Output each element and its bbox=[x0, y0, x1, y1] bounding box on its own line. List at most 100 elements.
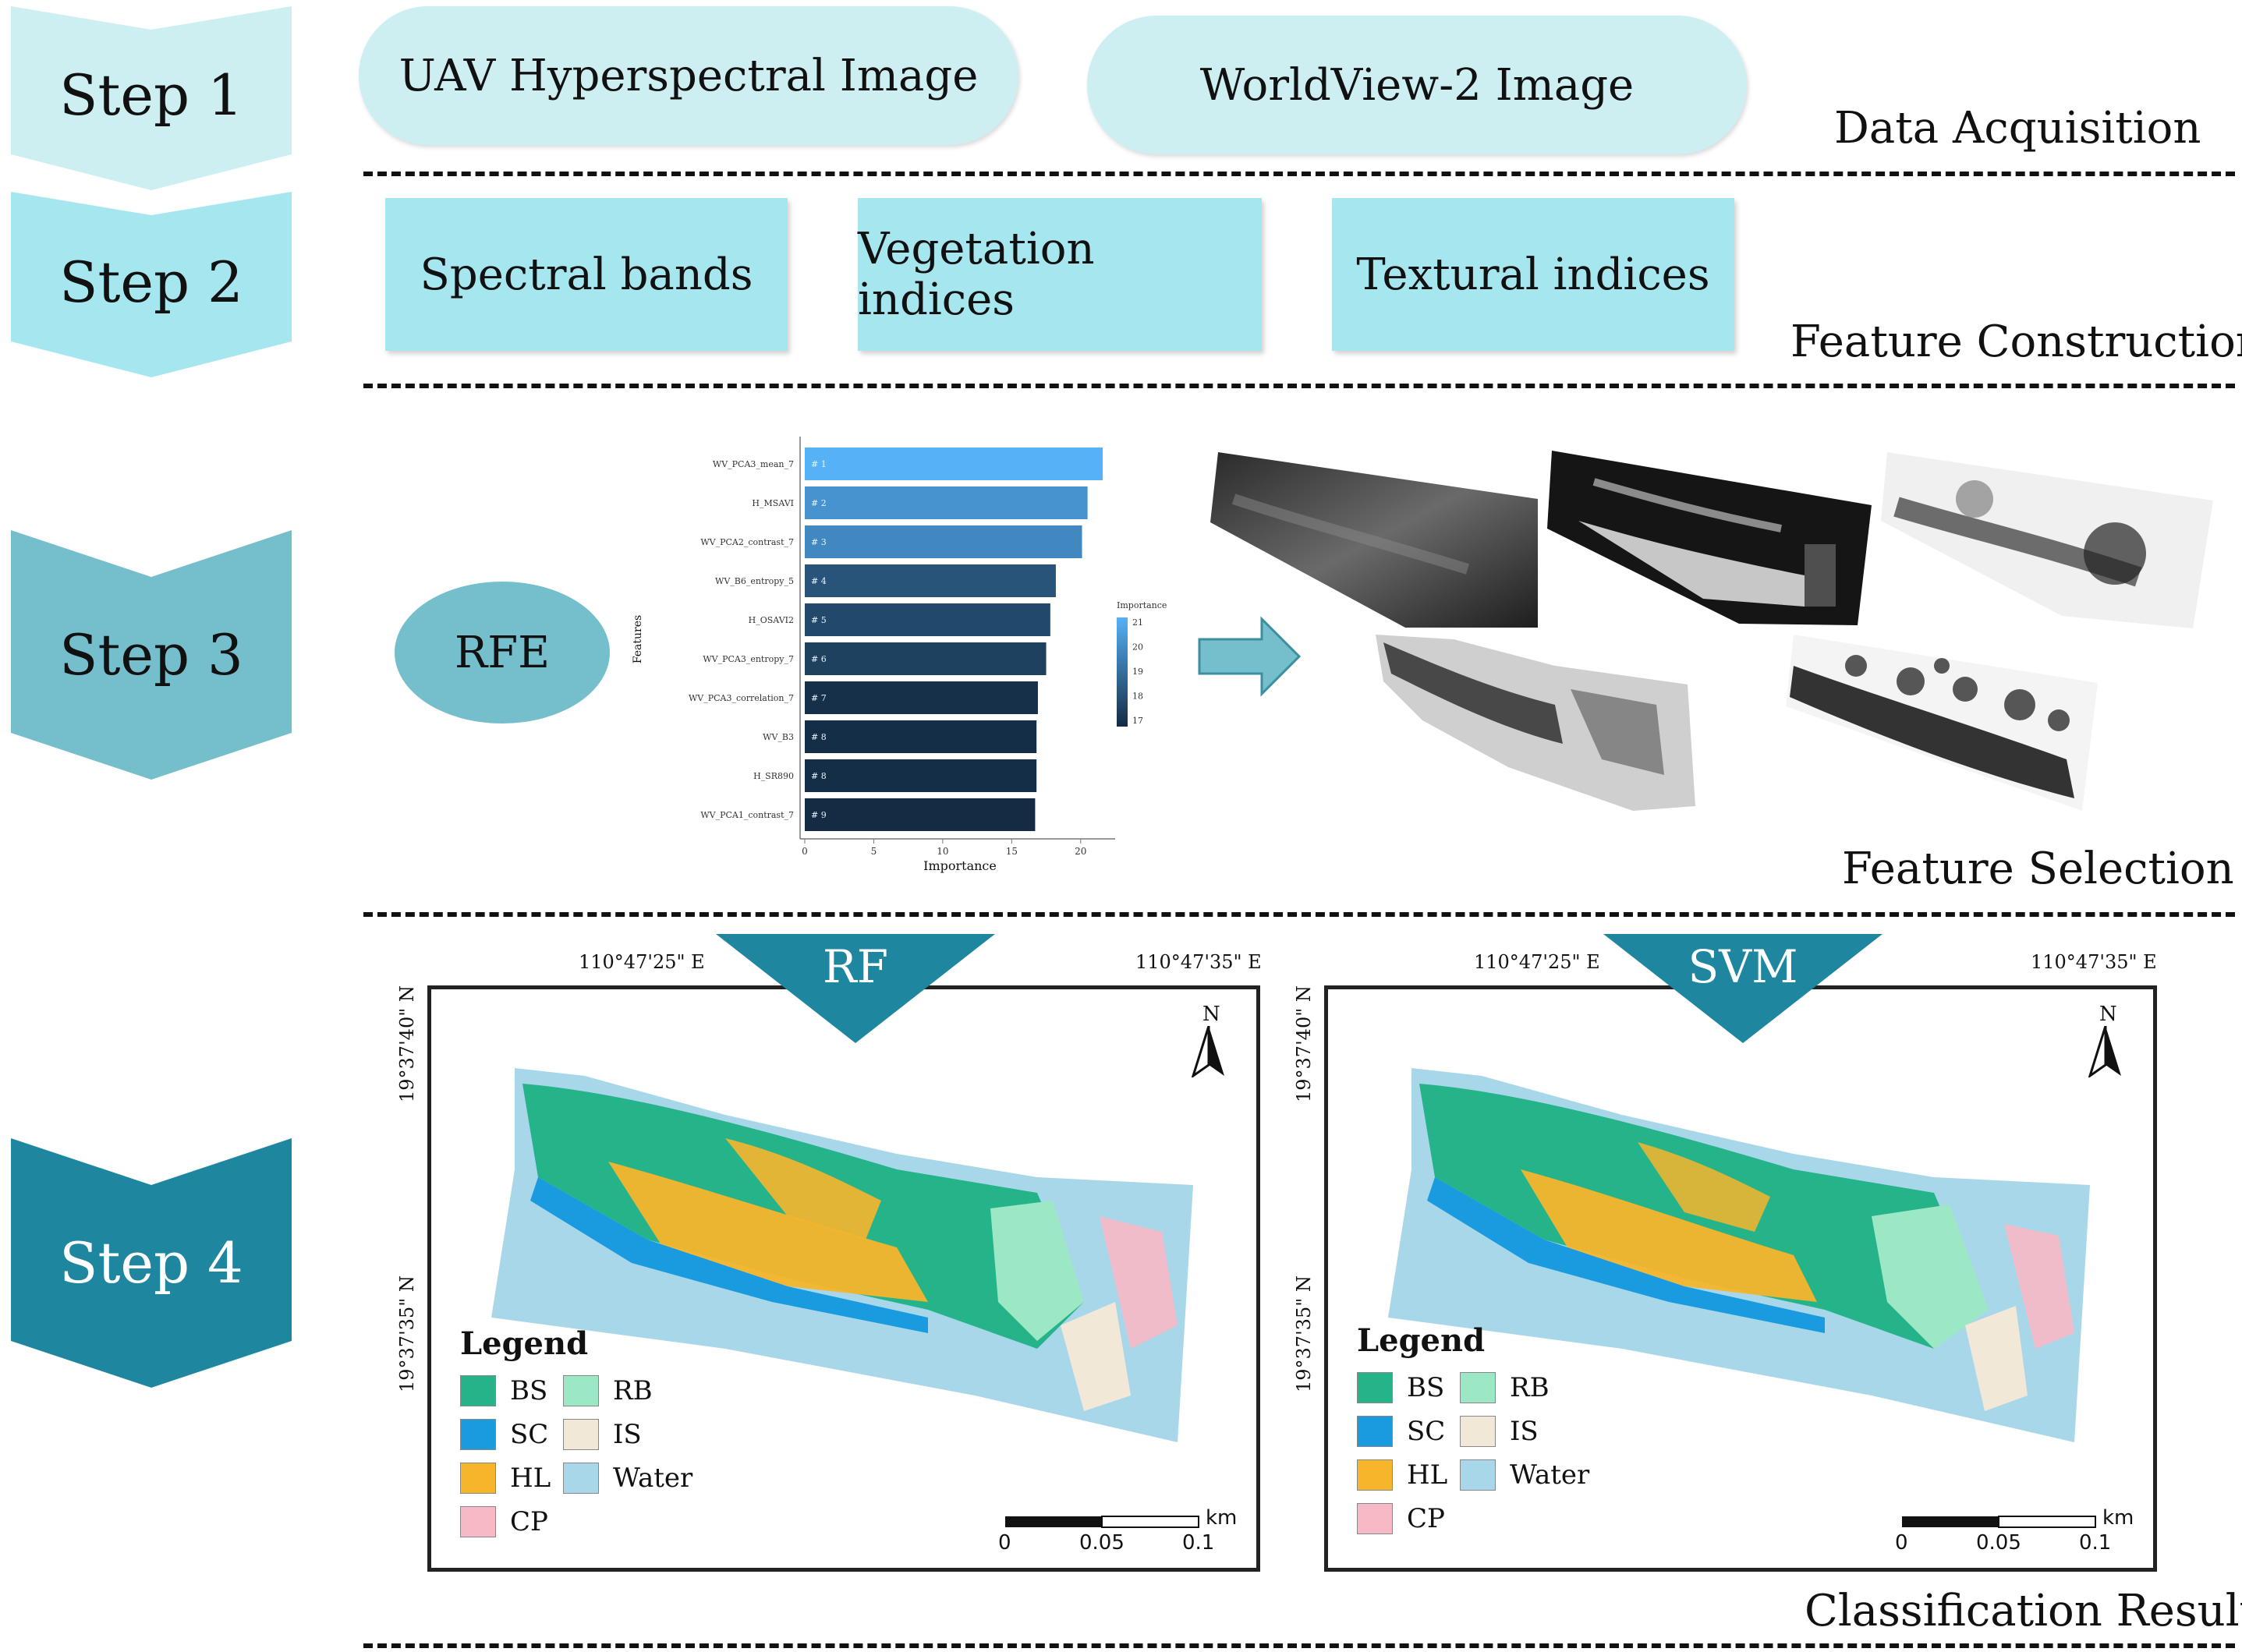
hl-swatch bbox=[1357, 1459, 1393, 1491]
feature-importance-chart: # 1 WV_PCA3_mean_7 # 2 H_MSAVI # 3 WV_PCA2_co… bbox=[632, 437, 1167, 873]
triangle-banner-icon bbox=[716, 934, 995, 1043]
divider-2 bbox=[363, 384, 2235, 388]
water-swatch bbox=[563, 1463, 599, 1494]
category-label-6: WV_PCA3_entropy_7 bbox=[703, 654, 794, 664]
svm-legend-hl: HL bbox=[1357, 1459, 1447, 1491]
rfe-ellipse: RFE bbox=[395, 582, 610, 723]
rf-lon-label-2: 110°47'35" E bbox=[1135, 951, 1262, 973]
x-tick-label-3: 15 bbox=[1006, 846, 1018, 857]
scale-unit: km bbox=[1206, 1506, 1238, 1530]
bar-6 bbox=[805, 642, 1047, 675]
divider-4 bbox=[363, 1643, 2235, 1648]
legend-label: SC bbox=[510, 1419, 549, 1450]
divider-1 bbox=[363, 172, 2235, 176]
legend-label: Water bbox=[613, 1463, 693, 1494]
legend-label: BS bbox=[510, 1375, 548, 1406]
scale-tick-0: 0 bbox=[1895, 1531, 1908, 1555]
category-label-5: H_OSAVI2 bbox=[749, 615, 794, 625]
category-label-9: H_SR890 bbox=[753, 771, 794, 781]
legend-tick-0: 21 bbox=[1132, 617, 1143, 628]
category-label-7: WV_PCA3_correlation_7 bbox=[689, 693, 794, 703]
bar-1 bbox=[805, 447, 1103, 480]
triangle-banner-icon bbox=[1603, 934, 1883, 1043]
is-swatch bbox=[563, 1419, 599, 1450]
rank-label-5: # 5 bbox=[811, 615, 827, 625]
legend-label: BS bbox=[1407, 1372, 1445, 1403]
hl-swatch bbox=[460, 1463, 496, 1494]
legend-label: SC bbox=[1407, 1416, 1446, 1447]
cp-swatch bbox=[460, 1506, 496, 1537]
rank-label-3: # 3 bbox=[811, 537, 827, 547]
bar-7 bbox=[805, 681, 1038, 714]
step-4-label: Step 4 bbox=[59, 1230, 243, 1296]
cp-swatch bbox=[1357, 1503, 1393, 1534]
sc-swatch bbox=[1357, 1416, 1393, 1447]
x-tick-label-4: 20 bbox=[1075, 846, 1086, 857]
x-tick-label-0: 0 bbox=[802, 846, 808, 857]
legend-label: HL bbox=[510, 1463, 551, 1494]
rank-label-4: # 4 bbox=[811, 576, 827, 586]
scale-bar-icon bbox=[1005, 1516, 1199, 1528]
rank-label-8: # 8 bbox=[811, 732, 827, 742]
svm-legend-title: Legend bbox=[1357, 1322, 1486, 1359]
svm-legend-cp: CP bbox=[1357, 1503, 1445, 1534]
scale-unit: km bbox=[2102, 1506, 2134, 1530]
scale-tick-2: 0.1 bbox=[2079, 1531, 2112, 1555]
legend-label: HL bbox=[1407, 1459, 1448, 1491]
rf-legend-hl: HL bbox=[460, 1463, 551, 1494]
textural-indices-box: Textural indices bbox=[1332, 198, 1734, 351]
chevron-shape-icon bbox=[11, 530, 292, 780]
scale-tick-2: 0.1 bbox=[1182, 1531, 1215, 1555]
step-1-label: Step 1 bbox=[59, 62, 243, 128]
legend-label: CP bbox=[510, 1506, 548, 1537]
category-label-2: H_MSAVI bbox=[752, 498, 794, 508]
rf-legend-sc: SC bbox=[460, 1419, 548, 1450]
step-2-chevron: Step 2 bbox=[11, 192, 292, 377]
rf-legend-title: Legend bbox=[460, 1325, 589, 1362]
feature-map-thumbnail-1 bbox=[1210, 452, 1538, 628]
rf-lat-label-2: 19°37'35" N bbox=[396, 1275, 418, 1392]
arrow-right-icon bbox=[1198, 616, 1302, 697]
rf-legend-bs: BS bbox=[460, 1375, 547, 1406]
bar-3 bbox=[805, 525, 1082, 558]
category-label-1: WV_PCA3_mean_7 bbox=[713, 459, 794, 469]
vegetation-indices-box: Vegetation indices bbox=[858, 198, 1262, 351]
legend-label: RB bbox=[613, 1375, 653, 1406]
rf-legend-is: IS bbox=[563, 1419, 642, 1450]
bar-8 bbox=[805, 720, 1037, 753]
svm-legend-is: IS bbox=[1460, 1416, 1539, 1447]
legend-label: CP bbox=[1407, 1503, 1445, 1534]
data-acquisition-label: Data Acquisition bbox=[1834, 103, 2201, 154]
feature-map-thumbnail-2 bbox=[1547, 451, 1872, 625]
svm-legend-sc: SC bbox=[1357, 1416, 1445, 1447]
category-label-10: WV_PCA1_contrast_7 bbox=[700, 810, 794, 820]
north-arrow-icon bbox=[1192, 1026, 1224, 1077]
rb-swatch bbox=[563, 1375, 599, 1406]
svm-legend-bs: BS bbox=[1357, 1372, 1444, 1403]
sc-swatch bbox=[460, 1419, 496, 1450]
scale-tick-1: 0.05 bbox=[1079, 1531, 1125, 1555]
bar-5 bbox=[805, 603, 1050, 636]
colorbar bbox=[1117, 617, 1128, 727]
step-2-label: Step 2 bbox=[59, 249, 243, 315]
category-label-4: WV_B6_entropy_5 bbox=[715, 576, 794, 586]
svm-legend-water: Water bbox=[1460, 1459, 1589, 1491]
svm-lat-label-2: 19°37'35" N bbox=[1293, 1275, 1315, 1392]
step-1-chevron: Step 1 bbox=[11, 6, 292, 190]
rf-legend-rb: RB bbox=[563, 1375, 653, 1406]
bs-swatch bbox=[1357, 1372, 1393, 1403]
scale-tick-0: 0 bbox=[998, 1531, 1011, 1555]
chevron-shape-icon bbox=[11, 1138, 292, 1388]
rank-label-2: # 2 bbox=[811, 498, 827, 508]
x-axis-title: Importance bbox=[923, 858, 997, 873]
rf-legend-water: Water bbox=[563, 1463, 692, 1494]
rf-lat-label-1: 19°37'40" N bbox=[396, 985, 418, 1102]
rb-swatch bbox=[1460, 1372, 1496, 1403]
feature-map-thumbnail-5 bbox=[1786, 635, 2098, 811]
rank-label-7: # 7 bbox=[811, 693, 827, 703]
scale-bar-icon bbox=[1902, 1516, 2096, 1528]
chevron-shape-icon bbox=[11, 192, 292, 377]
legend-title: Importance bbox=[1117, 600, 1167, 610]
chevron-shape-icon bbox=[11, 6, 292, 190]
uav-hyperspectral-pill: UAV Hyperspectral Image bbox=[359, 6, 1018, 145]
